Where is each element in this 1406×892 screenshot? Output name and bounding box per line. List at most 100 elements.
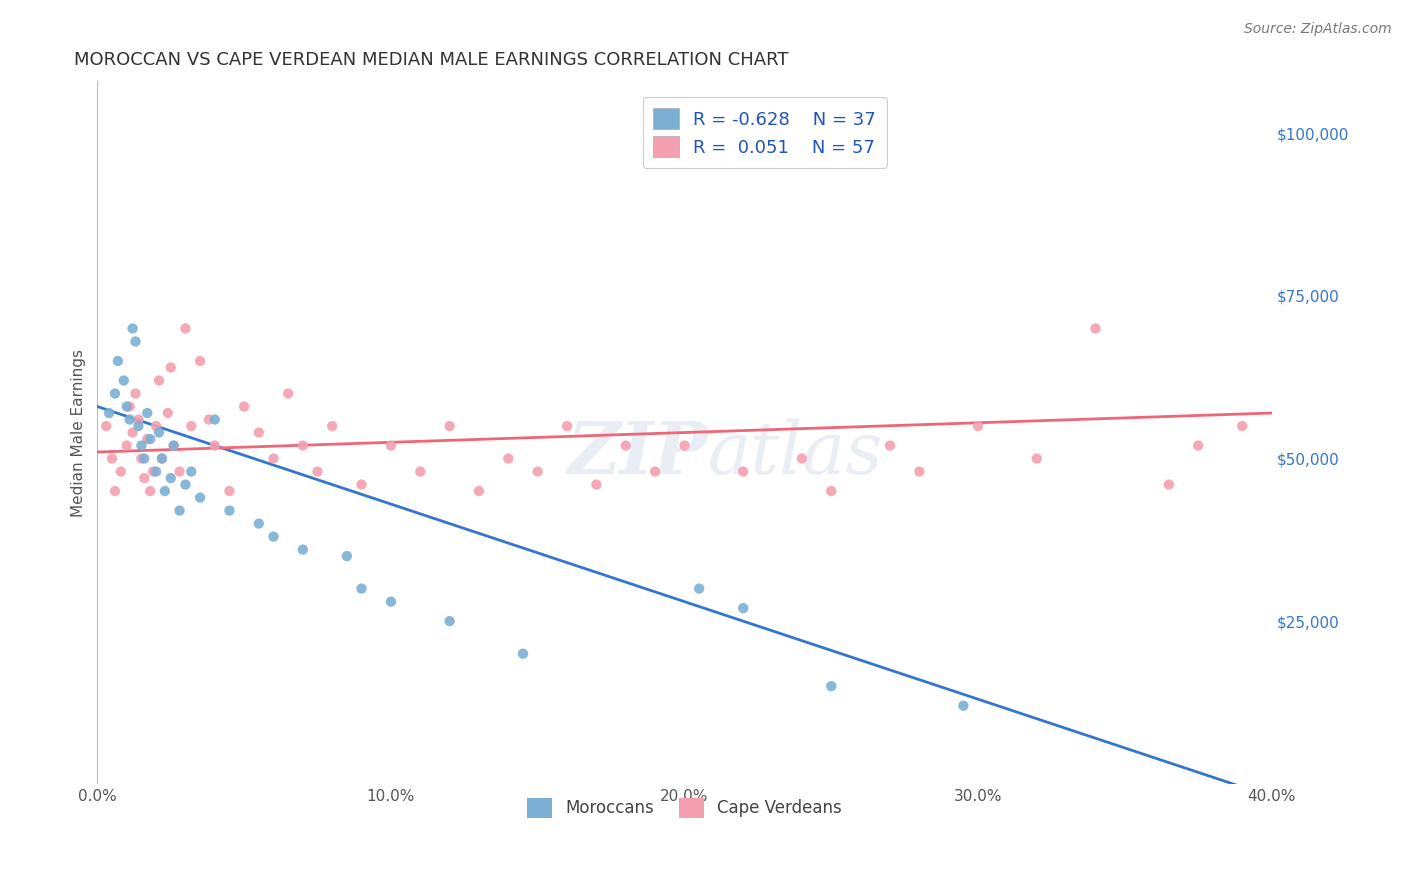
Point	[148, 425, 170, 440]
Point	[350, 582, 373, 596]
Point	[174, 321, 197, 335]
Text: atlas: atlas	[709, 418, 883, 489]
Point	[350, 477, 373, 491]
Point	[169, 503, 191, 517]
Text: Source: ZipAtlas.com: Source: ZipAtlas.com	[1244, 22, 1392, 37]
Point	[124, 386, 146, 401]
Point	[380, 438, 402, 452]
Point	[115, 400, 138, 414]
Point	[908, 465, 931, 479]
Point	[218, 484, 240, 499]
Point	[585, 477, 607, 491]
Point	[336, 549, 359, 563]
Point	[614, 438, 637, 452]
Point	[142, 465, 165, 479]
Point	[121, 321, 143, 335]
Point	[291, 438, 314, 452]
Point	[879, 438, 901, 452]
Point	[820, 679, 842, 693]
Point	[163, 438, 186, 452]
Point	[150, 451, 173, 466]
Point	[204, 412, 226, 426]
Point	[127, 419, 149, 434]
Point	[644, 465, 666, 479]
Point	[115, 438, 138, 452]
Point	[139, 432, 162, 446]
Point	[1232, 419, 1254, 434]
Point	[118, 400, 141, 414]
Point	[163, 438, 186, 452]
Point	[526, 465, 548, 479]
Point	[218, 503, 240, 517]
Point	[733, 601, 755, 615]
Point	[118, 412, 141, 426]
Point	[1084, 321, 1107, 335]
Point	[439, 614, 461, 628]
Point	[98, 406, 121, 420]
Y-axis label: Median Male Earnings: Median Male Earnings	[72, 349, 86, 516]
Point	[174, 477, 197, 491]
Point	[110, 465, 132, 479]
Point	[159, 360, 181, 375]
Point	[733, 465, 755, 479]
Point	[139, 484, 162, 499]
Point	[263, 451, 285, 466]
Point	[790, 451, 813, 466]
Point	[127, 412, 149, 426]
Point	[136, 406, 159, 420]
Point	[967, 419, 990, 434]
Point	[307, 465, 329, 479]
Point	[107, 354, 129, 368]
Point	[512, 647, 534, 661]
Point	[204, 438, 226, 452]
Point	[150, 451, 173, 466]
Point	[321, 419, 343, 434]
Point	[1025, 451, 1047, 466]
Point	[101, 451, 124, 466]
Point	[145, 419, 167, 434]
Point	[291, 542, 314, 557]
Point	[198, 412, 221, 426]
Point	[134, 451, 156, 466]
Text: ZIP: ZIP	[567, 418, 709, 489]
Point	[131, 438, 153, 452]
Point	[96, 419, 118, 434]
Point	[112, 374, 135, 388]
Point	[134, 471, 156, 485]
Point	[104, 386, 127, 401]
Point	[468, 484, 491, 499]
Point	[1187, 438, 1209, 452]
Legend: Moroccans, Cape Verdeans: Moroccans, Cape Verdeans	[520, 791, 849, 824]
Point	[156, 406, 179, 420]
Point	[952, 698, 974, 713]
Point	[247, 425, 270, 440]
Point	[247, 516, 270, 531]
Point	[673, 438, 696, 452]
Point	[148, 374, 170, 388]
Point	[104, 484, 127, 499]
Point	[124, 334, 146, 349]
Point	[409, 465, 432, 479]
Point	[145, 465, 167, 479]
Point	[131, 451, 153, 466]
Point	[188, 491, 211, 505]
Point	[136, 432, 159, 446]
Point	[153, 484, 176, 499]
Point	[180, 419, 202, 434]
Point	[159, 471, 181, 485]
Point	[555, 419, 578, 434]
Point	[277, 386, 299, 401]
Point	[498, 451, 520, 466]
Text: MOROCCAN VS CAPE VERDEAN MEDIAN MALE EARNINGS CORRELATION CHART: MOROCCAN VS CAPE VERDEAN MEDIAN MALE EAR…	[75, 51, 789, 69]
Point	[180, 465, 202, 479]
Point	[121, 425, 143, 440]
Point	[439, 419, 461, 434]
Point	[820, 484, 842, 499]
Point	[688, 582, 710, 596]
Point	[380, 594, 402, 608]
Point	[263, 530, 285, 544]
Point	[188, 354, 211, 368]
Point	[233, 400, 256, 414]
Point	[1157, 477, 1180, 491]
Point	[169, 465, 191, 479]
